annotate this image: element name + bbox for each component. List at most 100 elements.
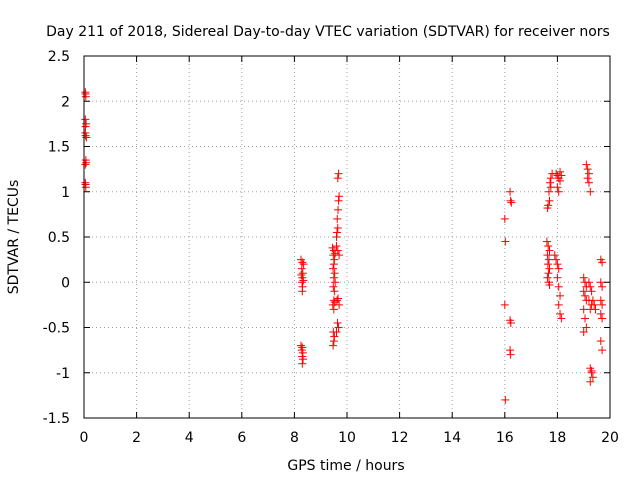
data-point: [332, 328, 341, 337]
data-point: [557, 314, 566, 323]
data-point: [543, 204, 552, 213]
x-axis-ticks: 0 2 4 6 8 10 12 14 16 18 20: [80, 56, 619, 446]
data-point: [506, 346, 515, 355]
data-point: [596, 278, 605, 287]
data-point: [334, 196, 343, 205]
data-point: [586, 377, 595, 386]
data-point: [329, 273, 338, 282]
data-point: [507, 198, 516, 207]
chart-title: Day 211 of 2018, Sidereal Day-to-day VTE…: [46, 24, 610, 40]
data-point: [545, 246, 554, 255]
data-point: [554, 264, 563, 273]
x-tick-label: 20: [601, 430, 619, 446]
data-point: [588, 373, 597, 382]
data-point: [334, 294, 343, 303]
data-point: [330, 332, 339, 341]
data-point: [556, 291, 565, 300]
x-axis-label: GPS time / hours: [287, 458, 404, 474]
y-tick-label: 0: [61, 275, 70, 291]
data-point: [81, 160, 90, 169]
data-point: [299, 276, 308, 285]
data-point: [506, 196, 515, 205]
data-point: [298, 287, 307, 296]
data-point: [553, 273, 562, 282]
y-tick-label: 2.5: [48, 49, 70, 65]
data-point: [584, 169, 593, 178]
data-point: [586, 187, 595, 196]
data-point: [554, 282, 563, 291]
x-tick-label: 14: [443, 430, 461, 446]
data-point: [329, 305, 338, 314]
data-point: [544, 187, 553, 196]
data-point: [332, 242, 341, 251]
data-points: [81, 88, 607, 404]
y-tick-label: 0.5: [48, 230, 70, 246]
data-point: [501, 395, 510, 404]
data-point: [579, 273, 588, 282]
data-point: [81, 115, 90, 124]
data-point: [583, 174, 592, 183]
data-point: [335, 192, 344, 201]
data-point: [590, 300, 599, 309]
data-point: [584, 278, 593, 287]
data-point: [598, 258, 607, 267]
data-point: [598, 314, 607, 323]
data-point: [556, 167, 565, 176]
data-point: [553, 260, 562, 269]
data-point: [543, 260, 552, 269]
data-point: [333, 228, 342, 237]
data-point: [583, 165, 592, 174]
data-point: [543, 273, 552, 282]
data-point: [296, 341, 305, 350]
y-axis-label: SDTVAR / TECUs: [6, 180, 22, 295]
x-tick-label: 18: [548, 430, 566, 446]
data-point: [335, 300, 344, 309]
data-point: [297, 264, 306, 273]
data-point: [598, 346, 607, 355]
data-point: [596, 309, 605, 318]
data-point: [299, 355, 308, 364]
data-point: [330, 255, 339, 264]
data-point: [582, 323, 591, 332]
data-point: [506, 318, 515, 327]
data-point: [552, 169, 561, 178]
data-point: [333, 223, 342, 232]
data-point: [544, 255, 553, 264]
data-point: [333, 214, 342, 223]
data-point: [584, 178, 593, 187]
data-point: [543, 251, 552, 260]
data-point: [596, 296, 605, 305]
data-point: [329, 282, 338, 291]
data-point: [500, 214, 509, 223]
data-point: [506, 187, 515, 196]
data-point: [545, 264, 554, 273]
data-point: [298, 359, 307, 368]
data-point: [545, 280, 554, 289]
data-point: [586, 282, 595, 291]
data-point: [596, 337, 605, 346]
data-point: [299, 260, 308, 269]
data-point: [333, 174, 342, 183]
data-point: [557, 171, 566, 180]
data-point: [501, 237, 510, 246]
y-tick-label: 1: [61, 185, 70, 201]
y-tick-label: -1.5: [43, 411, 70, 427]
data-point: [329, 264, 338, 273]
data-point: [330, 287, 339, 296]
data-point: [582, 160, 591, 169]
x-tick-label: 12: [391, 430, 409, 446]
data-point: [333, 318, 342, 327]
data-point: [552, 255, 561, 264]
data-point: [81, 90, 90, 99]
data-point: [298, 269, 307, 278]
data-point: [329, 337, 338, 346]
data-point: [554, 187, 563, 196]
grid-lines: [84, 56, 610, 418]
data-point: [550, 251, 559, 260]
data-point: [544, 269, 553, 278]
x-tick-label: 0: [80, 430, 89, 446]
data-point: [545, 196, 554, 205]
data-point: [598, 300, 607, 309]
